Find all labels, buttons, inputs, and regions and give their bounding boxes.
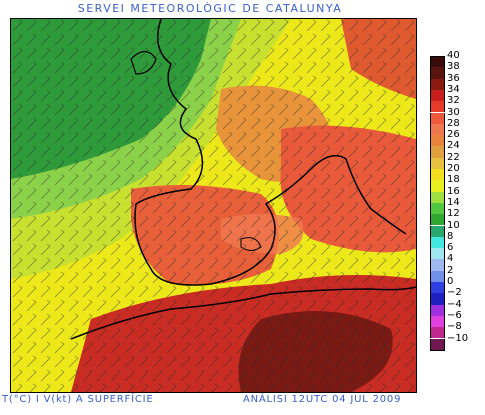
legend-label: −10 [447,332,469,344]
legend-swatch [430,293,445,305]
legend-swatch [430,270,445,282]
legend-swatch [430,214,445,226]
legend-swatch [430,315,445,328]
legend-label: 8 [447,230,454,242]
legend-swatch [430,202,445,215]
legend-swatch [430,123,445,136]
legend-label: 6 [447,242,454,254]
legend-item: 6 [430,242,485,260]
legend-item: −10 [430,333,485,351]
legend-item: 28 [430,118,485,136]
legend-swatch [430,180,445,192]
map-canvas [11,19,416,392]
legend-swatch [430,259,445,271]
legend-item: 20 [430,163,485,181]
legend-label: 18 [447,174,460,186]
legend-item: 22 [430,152,485,169]
legend-item: 10 [430,220,485,237]
legend-label: 38 [447,61,460,73]
legend-item: 40 [430,50,485,69]
variable-caption: T(°C) I V(kt) A SUPERFÍCIE [2,394,154,405]
wind-barbs-layer [11,19,416,392]
legend-swatch [430,112,445,124]
legend-swatch [430,327,445,339]
legend-label: 26 [447,129,460,141]
legend-label: 12 [447,208,460,220]
analysis-time-caption: ANÀLISI 12UTC 04 JUL 2009 [243,394,402,405]
legend-label: −2 [447,287,462,299]
legend-swatch [430,191,445,203]
legend-label: 4 [447,253,454,265]
legend-swatch [430,248,445,260]
legend-swatch [430,338,445,351]
legend-swatch [430,169,445,181]
legend-item: 26 [430,129,485,147]
legend-item: −4 [430,299,485,316]
legend-label: −8 [447,321,462,333]
temperature-wind-map [10,18,417,393]
legend-label: 36 [447,72,460,84]
legend-swatch [430,304,445,316]
legend-item: 36 [430,73,485,90]
legend-item: −2 [430,287,485,305]
legend-label: 22 [447,151,460,163]
legend-item: 32 [430,95,485,113]
legend-label: 10 [447,219,460,231]
legend-label: 24 [447,140,460,152]
legend-label: 0 [447,276,454,287]
legend-swatch [430,282,445,294]
legend-swatch [430,225,445,237]
legend-item: −8 [430,321,485,339]
legend-item: 24 [430,140,485,158]
legend-swatch [430,67,445,79]
legend-item: 2 [430,265,485,282]
legend-item: 18 [430,174,485,192]
legend-label: 2 [447,264,454,276]
legend-label: 28 [447,117,460,129]
legend-label: 16 [447,185,460,197]
legend-swatch [430,56,445,69]
color-scale-legend: 40 38 36 34 32 30 28 26 24 22 20 18 16 14 12 10 8 6 4 2 0 −2−… [430,50,485,356]
legend-item: 8 [430,231,485,249]
legend-swatch [430,135,445,147]
legend-label: 20 [447,163,460,174]
legend-label: 30 [447,106,460,118]
legend-label: −4 [447,298,462,310]
legend-item: 4 [430,253,485,271]
legend-item: 16 [430,186,485,203]
legend-swatch [430,78,445,90]
legend-label: 14 [447,196,460,208]
page-title: SERVEI METEOROLÒGIC DE CATALUNYA [77,2,343,15]
legend-item: 14 [430,197,485,215]
legend-swatch [430,157,445,169]
legend-item: 30 [430,107,485,124]
legend-label: −6 [447,309,462,321]
legend-label: 40 [447,50,460,61]
legend-swatch [430,236,445,249]
legend-item: −6 [430,310,485,328]
legend-item: 34 [430,84,485,102]
legend-item: 0 [430,276,485,294]
legend-item: 12 [430,208,485,226]
legend-label: 34 [447,83,460,95]
legend-label: 32 [447,95,460,107]
legend-item: 38 [430,61,485,79]
legend-swatch [430,89,445,102]
legend-swatch [430,146,445,158]
legend-swatch [430,101,445,113]
